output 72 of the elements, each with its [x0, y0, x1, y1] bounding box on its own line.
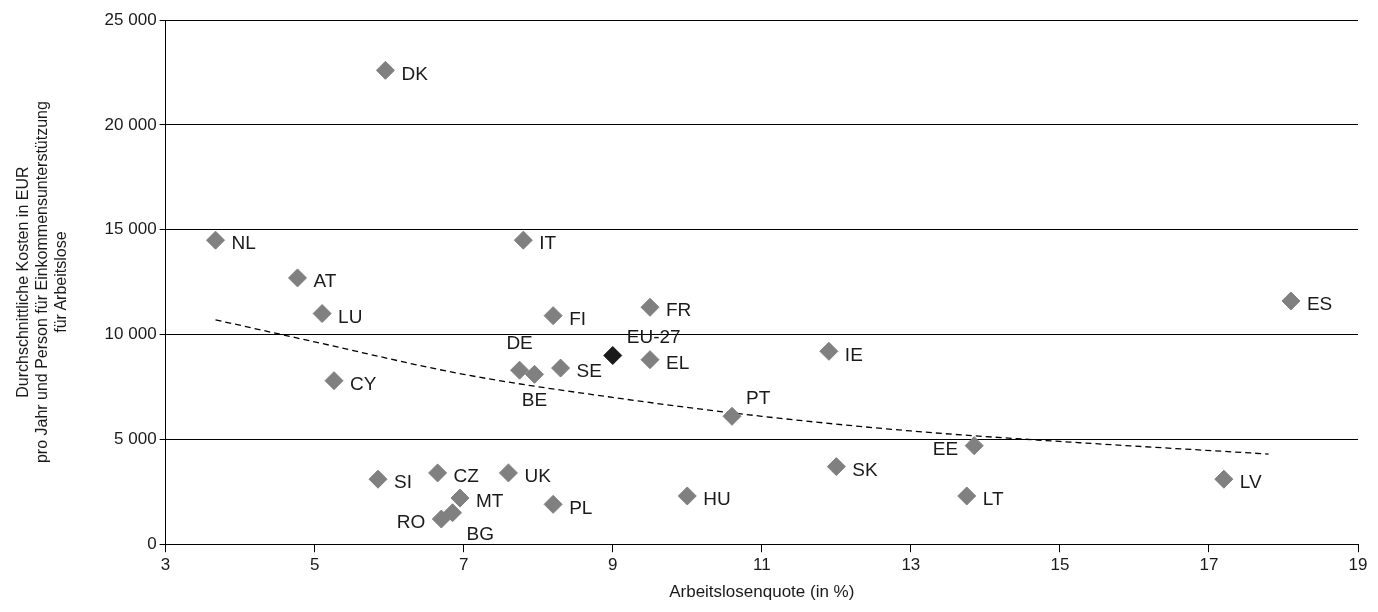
data-label: LT: [982, 488, 1004, 510]
point: [677, 486, 697, 506]
y-tick-label: 20 000: [104, 114, 157, 134]
point: [312, 304, 332, 324]
x-tick-label: 17: [1199, 555, 1219, 575]
data-label: CY: [350, 372, 377, 394]
point: [513, 230, 533, 250]
data-label: BE: [521, 388, 548, 410]
point: [826, 457, 846, 477]
point: [428, 463, 448, 483]
y-axis-title: Durchschnittliche Kosten in EUR pro Jahr und Person für Einkommensunterstützung für Arbeitslose: [14, 101, 70, 464]
data-label: RO: [396, 511, 426, 533]
point: [510, 360, 530, 380]
data-label: FI: [569, 307, 587, 329]
point: [375, 60, 395, 80]
x-tick-label: 19: [1348, 555, 1368, 575]
data-label: NL: [231, 232, 256, 254]
point: [603, 345, 623, 365]
point: [957, 486, 977, 506]
y-tick-label: 10 000: [104, 324, 157, 344]
data-label: MT: [475, 490, 504, 512]
data-label: IT: [539, 232, 557, 254]
point: [525, 364, 544, 384]
point: [1214, 469, 1234, 489]
data-label: BG: [466, 522, 494, 544]
point: [498, 463, 518, 483]
data-label: DK: [401, 62, 429, 84]
point: [543, 306, 563, 326]
point: [431, 509, 451, 529]
data-label: SE: [576, 360, 602, 382]
point: [206, 230, 226, 250]
point: [288, 268, 308, 288]
point: [450, 488, 470, 508]
data-label: CZ: [453, 465, 480, 487]
y-tick-label: 5 000: [114, 429, 157, 449]
data-label: PT: [745, 386, 771, 408]
x-tick-label: 13: [901, 555, 921, 575]
data-label: ES: [1306, 293, 1333, 315]
point: [1281, 291, 1301, 311]
x-tick-label: 3: [160, 555, 171, 575]
data-label: IE: [844, 343, 863, 365]
data-label: LV: [1239, 471, 1263, 493]
x-axis-title: Arbeitslosenquote (in %): [669, 582, 855, 602]
data-label: EE: [932, 437, 959, 459]
y-tick-label: 25 000: [104, 9, 157, 29]
data-label: DE: [506, 332, 533, 354]
y-tick-label: 15 000: [104, 219, 157, 239]
point: [443, 503, 463, 523]
data-label: HU: [703, 488, 731, 510]
x-tick-label: 7: [458, 555, 469, 575]
point: [368, 469, 388, 489]
point: [324, 371, 344, 391]
point: [964, 436, 984, 456]
data-label: EL: [666, 351, 690, 373]
point: [640, 297, 660, 317]
x-tick-label: 11: [752, 555, 771, 575]
x-tick-label: 15: [1050, 555, 1070, 575]
data-label: FR: [666, 299, 692, 321]
x-tick-label: 9: [608, 555, 618, 575]
point: [819, 341, 839, 361]
point: [640, 350, 660, 370]
x-tick-label: 5: [309, 555, 320, 575]
data-label: LU: [338, 305, 363, 327]
point: [551, 358, 571, 378]
point: [722, 406, 742, 426]
data-label: UK: [524, 465, 552, 487]
point: [543, 494, 563, 514]
data-label: SK: [852, 458, 878, 480]
y-tick-label: 0: [147, 533, 157, 553]
data-label: PL: [569, 496, 593, 518]
data-label: AT: [313, 270, 337, 292]
data-label: SI: [393, 471, 412, 493]
